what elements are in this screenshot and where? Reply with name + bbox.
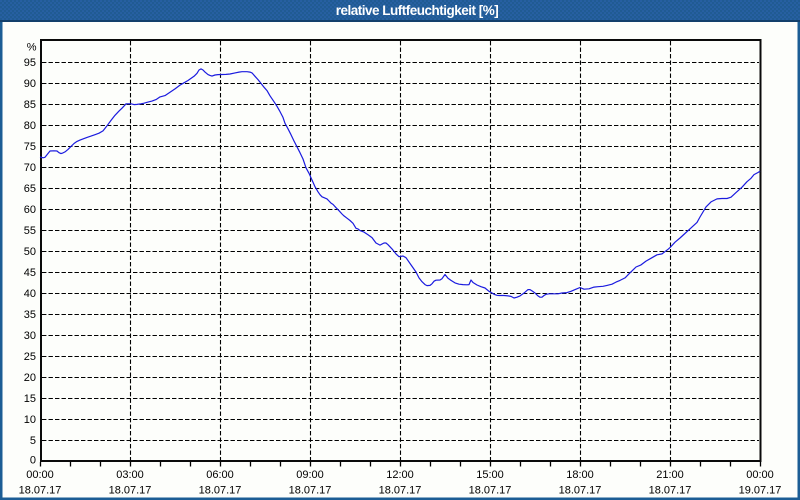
svg-text:18.07.17: 18.07.17 <box>559 485 602 497</box>
svg-text:00:00: 00:00 <box>26 469 54 481</box>
svg-text:18.07.17: 18.07.17 <box>469 485 512 497</box>
svg-text:60: 60 <box>24 204 36 216</box>
svg-text:00:00: 00:00 <box>746 469 774 481</box>
svg-text:18.07.17: 18.07.17 <box>289 485 332 497</box>
svg-text:%: % <box>27 42 37 54</box>
svg-text:35: 35 <box>24 309 36 321</box>
svg-text:18.07.17: 18.07.17 <box>19 485 62 497</box>
svg-text:55: 55 <box>24 225 36 237</box>
svg-text:40: 40 <box>24 288 36 300</box>
svg-text:25: 25 <box>24 351 36 363</box>
svg-text:18.07.17: 18.07.17 <box>379 485 422 497</box>
svg-text:5: 5 <box>30 435 36 447</box>
svg-text:30: 30 <box>24 330 36 342</box>
svg-text:21:00: 21:00 <box>656 469 684 481</box>
svg-text:80: 80 <box>24 120 36 132</box>
svg-text:20: 20 <box>24 372 36 384</box>
svg-text:18.07.17: 18.07.17 <box>109 485 152 497</box>
svg-text:18.07.17: 18.07.17 <box>649 485 692 497</box>
svg-text:18:00: 18:00 <box>566 469 594 481</box>
svg-text:12:00: 12:00 <box>386 469 414 481</box>
svg-text:09:00: 09:00 <box>296 469 324 481</box>
svg-text:10: 10 <box>24 414 36 426</box>
svg-text:06:00: 06:00 <box>206 469 234 481</box>
svg-text:45: 45 <box>24 267 36 279</box>
svg-text:85: 85 <box>24 99 36 111</box>
svg-text:0: 0 <box>30 455 36 467</box>
svg-text:75: 75 <box>24 141 36 153</box>
svg-text:95: 95 <box>24 57 36 69</box>
svg-text:15: 15 <box>24 393 36 405</box>
svg-text:03:00: 03:00 <box>116 469 144 481</box>
svg-text:relative Luftfeuchtigkeit [%]: relative Luftfeuchtigkeit [%] <box>336 3 499 18</box>
svg-text:90: 90 <box>24 78 36 90</box>
svg-text:70: 70 <box>24 162 36 174</box>
svg-text:50: 50 <box>24 246 36 258</box>
svg-text:19.07.17: 19.07.17 <box>739 485 782 497</box>
svg-text:15:00: 15:00 <box>476 469 504 481</box>
svg-text:18.07.17: 18.07.17 <box>199 485 242 497</box>
svg-text:65: 65 <box>24 183 36 195</box>
